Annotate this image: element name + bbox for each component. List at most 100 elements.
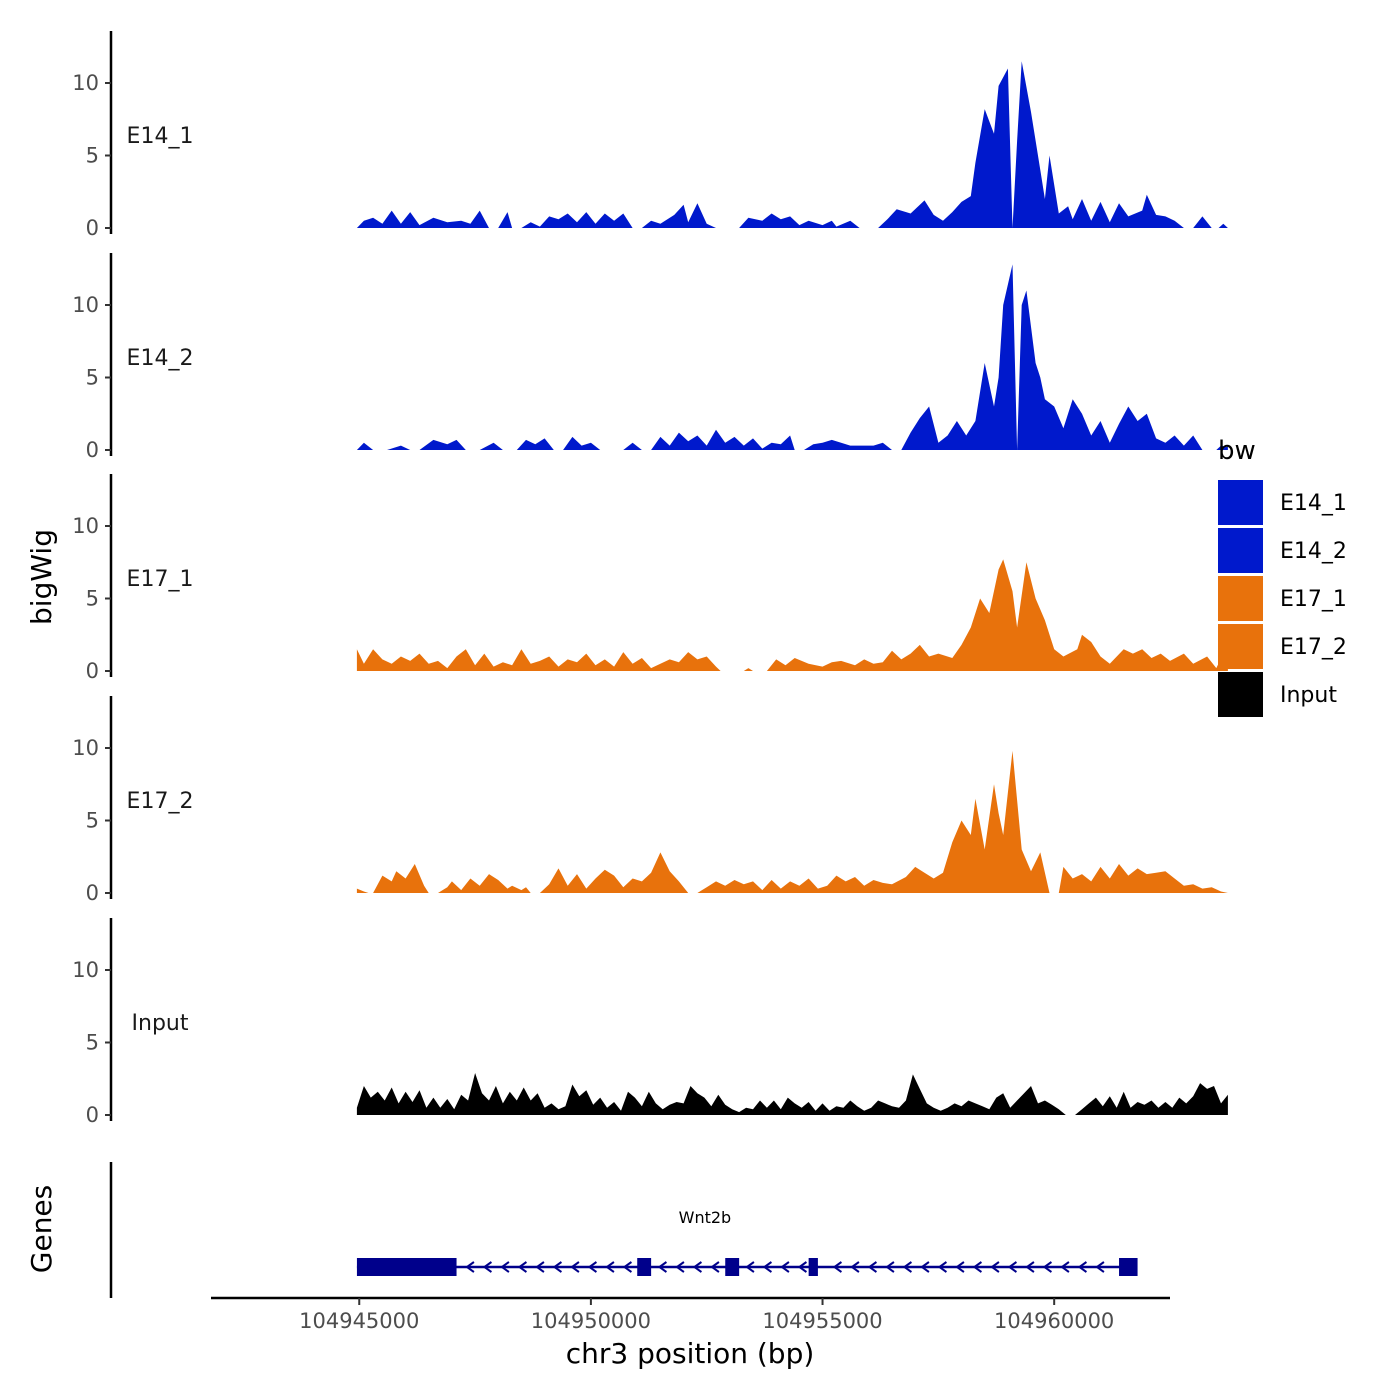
signal-area-E14_2: [387, 445, 411, 450]
y-tick-label: 10: [72, 736, 99, 760]
strand-chevron: [1007, 1261, 1018, 1273]
signal-area-E17_2: [539, 852, 689, 893]
signal-area-E14_1: [878, 61, 1184, 228]
y-axis-title: bigWig: [25, 529, 58, 625]
strand-chevron: [937, 1261, 948, 1273]
signal-area-E14_2: [623, 442, 642, 450]
legend-swatch-E17_2: [1218, 624, 1263, 669]
strand-chevron: [902, 1261, 913, 1273]
signal-area-E17_2: [356, 888, 369, 893]
gene-exon: [808, 1258, 818, 1276]
track-E14_1: 0 5 10 E14_1: [72, 31, 1228, 240]
signal-area-E14_1: [641, 203, 716, 228]
strand-chevron: [587, 1261, 598, 1273]
gene-exon: [1119, 1258, 1138, 1276]
signal-area-E14_2: [419, 439, 466, 450]
signal-area-Input: [1075, 1083, 1228, 1115]
signal-area-E17_2: [438, 874, 531, 893]
strand-chevron: [500, 1261, 510, 1273]
strand-chevron: [920, 1261, 930, 1273]
legend-label-E17_2: E17_2: [1280, 635, 1347, 660]
signal-area-E17_1: [766, 559, 1228, 671]
y-tick-label: 0: [86, 1103, 99, 1127]
legend-label-Input: Input: [1280, 683, 1337, 708]
legend-label-E17_1: E17_1: [1280, 587, 1347, 612]
strand-chevron: [1042, 1261, 1053, 1273]
strand-chevron: [570, 1261, 580, 1273]
strand-chevron: [1095, 1261, 1105, 1273]
strand-chevron: [1060, 1261, 1070, 1273]
y-tick-label: 10: [72, 514, 99, 538]
signal-area-E17_1: [356, 649, 721, 671]
y-tick-label: 5: [86, 809, 99, 833]
signal-area-E17_1: [743, 668, 753, 671]
strand-chevron: [535, 1261, 545, 1273]
x-tick-label: 104955000: [762, 1309, 882, 1333]
track-E17_2: 0 5 10 E17_2: [72, 696, 1228, 905]
strand-chevron: [605, 1261, 615, 1273]
strand-chevron: [482, 1261, 493, 1273]
signal-area-E14_1: [356, 210, 489, 228]
track-label: E14_2: [127, 346, 194, 371]
strand-chevron: [517, 1261, 528, 1273]
track-E14_2: 0 5 10 E14_2: [72, 253, 1228, 462]
y-tick-label: 10: [72, 958, 99, 982]
signal-area-E17_2: [373, 864, 429, 893]
x-tick-label: 104945000: [299, 1309, 419, 1333]
strand-chevron: [955, 1261, 965, 1273]
gene-exon: [637, 1258, 652, 1276]
strand-chevron: [745, 1261, 755, 1273]
gene-exon: [725, 1258, 740, 1276]
track-label: E17_1: [127, 567, 194, 592]
strand-chevron: [797, 1261, 808, 1273]
strand-chevron: [1025, 1261, 1035, 1273]
signal-area-E14_2: [356, 442, 374, 450]
strand-chevron: [675, 1261, 685, 1273]
y-tick-label: 5: [86, 366, 99, 390]
signal-area-E14_1: [1193, 216, 1212, 228]
strand-chevron: [832, 1261, 843, 1273]
legend-swatch-E14_1: [1218, 480, 1263, 525]
strand-chevron: [867, 1261, 878, 1273]
y-tick-label: 5: [86, 144, 99, 168]
strand-chevron: [710, 1261, 720, 1273]
gene-panel: Genes Wnt2b: [25, 1162, 1138, 1298]
legend-swatch-E17_1: [1218, 576, 1263, 621]
strand-chevron: [972, 1261, 983, 1273]
y-tick-label: 10: [72, 71, 99, 95]
legend-swatch-Input: [1218, 672, 1263, 717]
strand-chevron: [885, 1261, 895, 1273]
legend-title: bw: [1218, 436, 1256, 466]
signal-area-E14_2: [1216, 445, 1228, 450]
track-label: E14_1: [127, 124, 194, 149]
y-tick-label: 0: [86, 659, 99, 683]
y-tick-label: 5: [86, 587, 99, 611]
strand-chevron: [692, 1261, 703, 1273]
signal-area-Input: [356, 1073, 1066, 1115]
y-tick-label: 5: [86, 1031, 99, 1055]
strand-chevron: [990, 1261, 1000, 1273]
signal-tracks: 0 5 10 E14_1 0 5 10 E14_2 0 5 10 E17_1 0 5 10 E17_2 0 5 10…: [72, 31, 1228, 1127]
x-tick-label: 104950000: [531, 1309, 651, 1333]
strand-chevron: [762, 1261, 773, 1273]
track-label: E17_2: [127, 789, 194, 814]
track-E17_1: 0 5 10 E17_1: [72, 474, 1228, 683]
signal-area-E14_2: [901, 264, 1203, 450]
gene-model: Wnt2b: [356, 1208, 1138, 1276]
signal-area-E17_2: [1058, 864, 1228, 893]
strand-chevron: [552, 1261, 563, 1273]
signal-area-E14_2: [516, 438, 554, 450]
strand-chevron: [465, 1261, 475, 1273]
signal-area-E14_1: [498, 212, 513, 228]
x-tick-label: 104960000: [994, 1309, 1114, 1333]
legend-label-E14_2: E14_2: [1280, 539, 1347, 564]
strand-chevron: [622, 1261, 633, 1273]
y-tick-label: 0: [86, 881, 99, 905]
legend: bw E14_1 E14_2 E17_1 E17_2 Input: [1218, 436, 1347, 717]
signal-area-E14_1: [739, 213, 860, 228]
signal-area-E14_2: [804, 439, 892, 450]
y-tick-label: 0: [86, 216, 99, 240]
track-label: Input: [132, 1011, 189, 1036]
legend-swatch-E14_2: [1218, 528, 1263, 573]
